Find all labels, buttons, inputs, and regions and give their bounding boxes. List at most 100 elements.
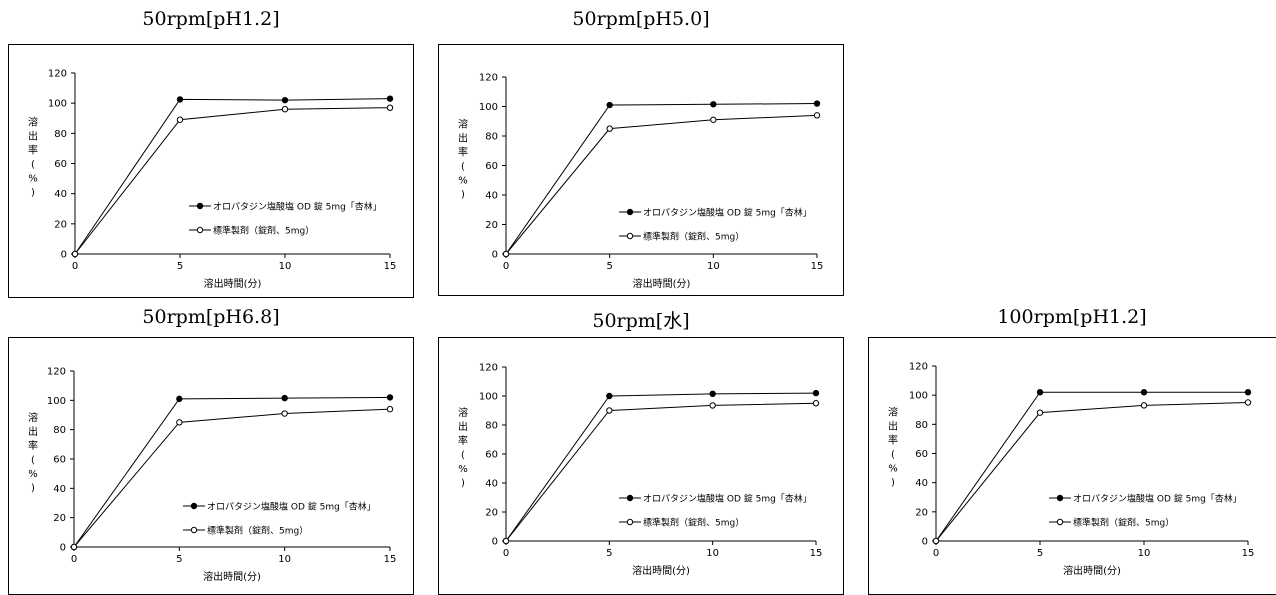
x-axis-title: 溶出時間(分) [632,564,690,577]
y-tick-label: 120 [47,367,66,378]
legend-marker [190,502,198,510]
series-line-1 [74,98,391,255]
legend-marker [196,202,204,210]
x-axis-title: 溶出時間(分) [633,277,691,290]
legend-label: 標準製剤（錠剤、5mg） [207,525,308,537]
data-point [1140,389,1148,396]
data-point [1036,389,1044,396]
y-tick-label: 60 [54,159,67,170]
series-line-1 [73,396,391,548]
x-tick-label: 10 [278,554,291,565]
data-point [606,407,613,414]
x-tick-label: 10 [707,261,720,272]
data-point [1244,389,1252,396]
x-tick-label: 15 [384,554,397,565]
x-tick-label: 0 [72,261,78,272]
x-tick-label: 0 [71,554,77,565]
chart-title: 50rpm[pH1.2] [142,8,280,30]
data-point [176,419,183,426]
y-tick-label: 100 [48,99,67,110]
x-tick-label: 0 [503,261,509,272]
data-point [71,250,79,258]
legend-marker [626,494,634,502]
y-tick-label: 120 [48,69,67,80]
data-point [606,101,613,109]
data-point [710,101,717,108]
chart-frame: 0 20 40 60 80 100 120 0 5 10 15 溶出時間(分) 溶出率(%) オロパタジン… [868,337,1276,595]
y-tick-label: 20 [485,508,498,519]
x-tick-label: 5 [177,261,183,272]
data-point [812,389,820,397]
y-axis-title: 溶出率(%) [458,118,468,201]
data-point [502,537,510,545]
legend-label: オロパタジン塩酸塩 OD 錠 5mg「杏林」 [207,501,376,513]
y-tick-label: 0 [492,250,498,261]
data-point [281,105,289,113]
y-tick-label: 80 [54,129,67,140]
y-tick-label: 0 [60,543,66,554]
chart-frame: 0 20 40 60 80 100 120 0 5 10 15 溶出時間(分) 溶出率(%) オロパタジン… [8,337,414,595]
data-point [502,250,510,258]
y-axis-title: 溶出率(%) [28,411,38,494]
series-line-2 [505,402,817,542]
data-point [710,116,717,123]
data-point [281,394,288,402]
y-tick-label: 80 [485,132,498,143]
legend-marker [626,518,634,526]
chart-panel-3: 50rpm[pH6.8] 0 20 40 60 80 100 120 0 5 10 15 溶出時間(分… [8,306,414,595]
x-tick-label: 10 [706,548,719,559]
y-tick-label: 20 [915,507,928,518]
data-point [709,402,716,409]
line-chart-svg: 0 20 40 60 80 100 120 0 5 10 15 溶出時間(分) 溶出率(%) オロパタジン… [458,73,823,291]
data-point [176,395,183,403]
data-point [1140,402,1148,409]
y-tick-label: 120 [479,363,498,374]
data-point [281,410,288,417]
legend-label: オロパタジン塩酸塩 OD 錠 5mg「杏林」 [643,207,812,219]
y-tick-label: 20 [53,513,66,524]
x-tick-label: 15 [384,261,397,272]
data-point [813,112,821,119]
line-chart-svg: 0 20 40 60 80 100 120 0 5 10 15 溶出時間(分) 溶出率(%) オロパタジン… [28,367,397,584]
legend-marker [196,226,204,234]
y-tick-label: 60 [485,161,498,172]
series-line-1 [505,392,817,542]
chart-panel-1: 50rpm[pH1.2] 0 20 40 60 80 100 120 0 5 10 15 溶出時間(分… [8,8,414,298]
chart-title: 50rpm[水] [592,310,690,332]
x-tick-label: 5 [606,548,612,559]
legend-marker [1056,518,1064,526]
y-tick-label: 80 [915,420,928,431]
y-tick-label: 100 [909,391,928,402]
y-tick-label: 0 [922,537,928,548]
legend-label: 標準製剤（錠剤、5mg） [643,517,744,529]
y-tick-label: 0 [61,250,67,261]
y-tick-label: 120 [909,362,928,373]
data-point [709,390,716,398]
legend-label: オロパタジン塩酸塩 OD 錠 5mg「杏林」 [643,493,812,505]
y-tick-label: 40 [485,191,498,202]
line-chart-svg: 0 20 40 60 80 100 120 0 5 10 15 溶出時間(分) 溶出率(%) オロパタジン… [458,363,823,578]
x-axis-title: 溶出時間(分) [203,570,261,583]
y-tick-label: 100 [479,392,498,403]
legend-marker [626,208,634,216]
y-tick-label: 60 [915,449,928,460]
data-point [386,95,394,102]
legend-marker [1056,494,1064,502]
data-point [812,400,820,407]
y-tick-label: 40 [485,479,498,490]
y-tick-label: 60 [53,455,66,466]
y-tick-label: 20 [485,220,498,231]
y-tick-label: 40 [54,189,67,200]
x-tick-label: 15 [810,548,823,559]
chart-frame: 0 20 40 60 80 100 120 0 5 10 15 溶出時間(分) 溶出率(%) オロパタジン… [438,337,844,595]
chart-frame: 0 20 40 60 80 100 120 0 5 10 15 溶出時間(分) 溶出率(%) オロパタジン… [8,44,414,298]
series-line-2 [935,401,1249,542]
x-tick-label: 0 [503,548,509,559]
data-point [386,405,394,413]
x-tick-label: 5 [176,554,182,565]
legend-label: オロパタジン塩酸塩 OD 錠 5mg「杏林」 [1073,493,1242,505]
data-point [176,116,184,123]
y-tick-label: 80 [53,425,66,436]
x-tick-label: 15 [1242,548,1255,559]
data-point [70,543,78,551]
